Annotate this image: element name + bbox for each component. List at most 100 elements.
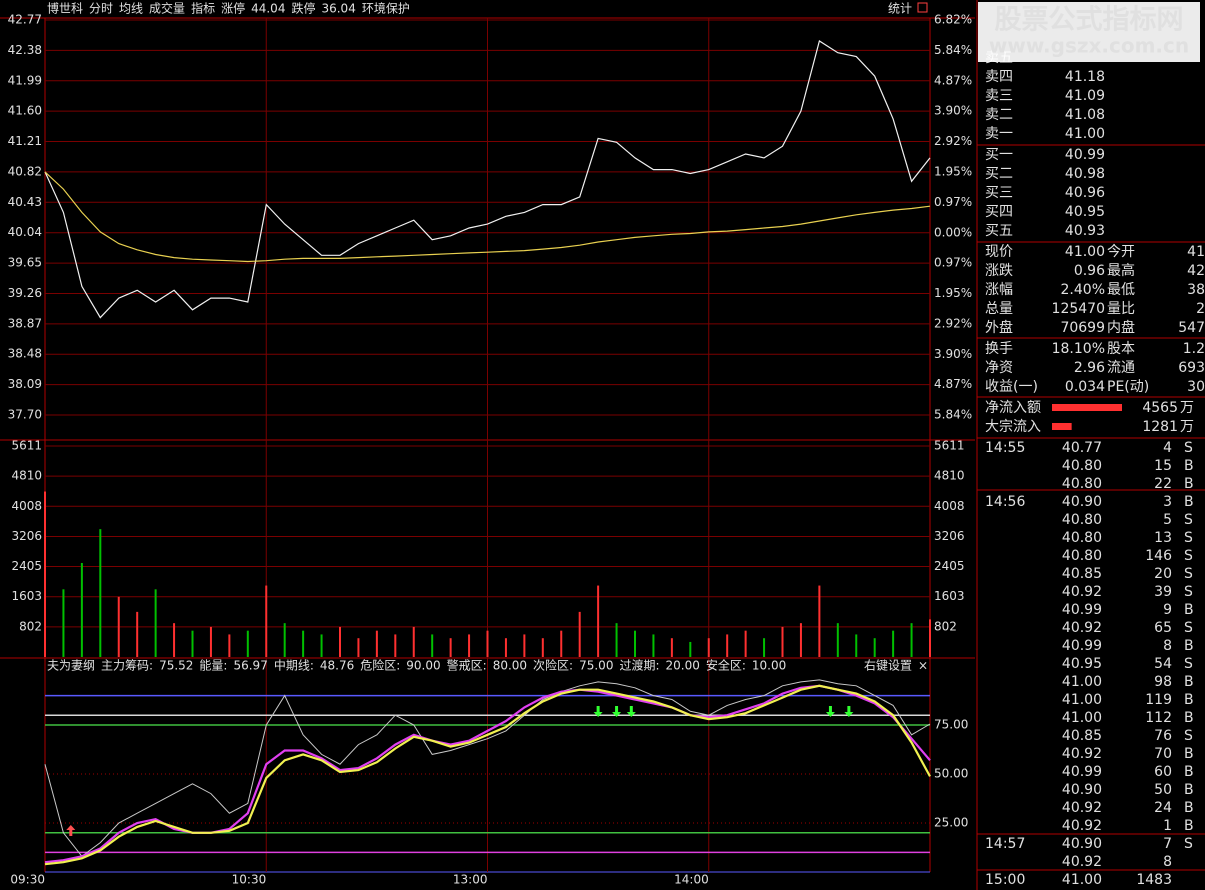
trade-volume: 8 (1163, 854, 1172, 870)
trade-price: 40.80 (1062, 458, 1102, 474)
readout-value: 48.76 (320, 659, 354, 673)
volume-bar (173, 623, 176, 657)
x-tick-label: 13:00 (453, 873, 488, 887)
field-label: 外盘 (985, 319, 1013, 336)
volume-bar (873, 638, 876, 657)
maximize-button[interactable] (917, 2, 928, 13)
volume-bar (523, 634, 526, 657)
trade-price: 40.80 (1062, 476, 1102, 492)
field-label: 净资 (985, 360, 1013, 376)
series-line (44, 171, 931, 263)
field-label: 总量 (985, 301, 1013, 317)
tab[interactable]: 指标 (191, 1, 215, 16)
stock-name: 博世科 (47, 1, 83, 16)
volume-bar (855, 634, 858, 657)
trade-price: 40.99 (1062, 764, 1102, 780)
trade-price: 40.80 (1062, 512, 1102, 528)
trade-price: 40.92 (1062, 854, 1102, 870)
field-value: 42 (1187, 263, 1205, 279)
sell-signal (626, 706, 636, 717)
field-label: 卖一 (985, 126, 1013, 142)
y2-tick-label: 3.90% (934, 104, 972, 118)
trade-price: 40.92 (1062, 818, 1102, 834)
trade-volume: 54 (1154, 656, 1172, 672)
x-tick-label: 10:30 (232, 873, 267, 887)
volume-bar (707, 638, 710, 657)
level-name: 安全区: (706, 658, 746, 673)
y-tick-label: 1603 (934, 589, 965, 603)
volume-bar (541, 638, 544, 657)
flow-value: 1281 (1142, 419, 1178, 435)
y-tick-label: 40.82 (8, 164, 42, 178)
trade-price: 40.92 (1062, 584, 1102, 600)
trade-price: 41.00 (1062, 710, 1102, 726)
trade-volume: 22 (1154, 476, 1172, 492)
volume-bar (302, 630, 305, 657)
trade-volume: 146 (1145, 548, 1172, 564)
field-label: 涨跌 (985, 263, 1013, 279)
volume-bar (283, 623, 286, 657)
volume-bar (597, 585, 600, 657)
y-tick-label: 41.60 (8, 104, 42, 118)
field-value: 1.2 (1183, 341, 1205, 357)
flow-bar (1052, 423, 1072, 430)
field-label: 买一 (985, 147, 1013, 163)
trade-volume: 20 (1154, 566, 1172, 582)
tab[interactable]: 均线 (119, 2, 143, 16)
trade-side: S (1184, 440, 1193, 456)
watermark-box (978, 2, 1200, 62)
y-tick-label: 4810 (934, 469, 965, 483)
y-tick-label: 50.00 (934, 767, 968, 781)
trade-volume: 1 (1163, 818, 1172, 834)
trade-price: 41.00 (1062, 692, 1102, 708)
volume-bar (339, 626, 341, 657)
y-tick-label: 4008 (934, 499, 965, 513)
y-tick-label: 3206 (11, 529, 42, 543)
close-button[interactable]: × (918, 659, 928, 673)
field-label: 涨幅 (985, 282, 1013, 298)
limit-up: 44.04 (251, 2, 285, 16)
trade-side: B (1184, 494, 1194, 510)
volume-bar (781, 626, 784, 657)
series-line (44, 40, 931, 319)
field-label: 买二 (985, 166, 1013, 182)
label: 跌停 (291, 1, 315, 16)
readout-value: 56.97 (233, 659, 267, 673)
field-value: 0.034 (1065, 379, 1105, 395)
trade-side: B (1184, 674, 1194, 690)
sell-signal (844, 706, 854, 717)
field-label: 量比 (1107, 301, 1135, 317)
tab[interactable]: 分时 (89, 2, 113, 16)
trade-volume: 60 (1154, 764, 1172, 780)
sell-signal (612, 706, 622, 717)
tab[interactable]: 成交量 (149, 1, 185, 16)
y2-tick-label: 5.84% (934, 43, 972, 57)
volume-bar (394, 634, 397, 657)
y-tick-label: 4008 (11, 499, 42, 513)
y2-tick-label: 2.92% (934, 316, 972, 330)
y2-tick-label: 1.95% (934, 164, 972, 178)
settings-button[interactable]: 右键设置 (864, 658, 912, 673)
trade-volume: 8 (1163, 638, 1172, 654)
volume-bar (449, 638, 452, 657)
trade-volume: 65 (1154, 620, 1172, 636)
volume-bar (357, 638, 360, 657)
volume-bar (818, 585, 821, 657)
trade-time: 14:55 (985, 440, 1025, 456)
stats-button[interactable]: 统计 (888, 2, 912, 16)
sector: 环境保护 (362, 1, 410, 16)
level-value: 10.00 (752, 659, 786, 673)
field-label: 换手 (985, 340, 1013, 357)
readout-name: 主力筹码: (101, 659, 153, 673)
trade-volume: 15 (1154, 458, 1172, 474)
y-tick-label: 5611 (934, 439, 965, 453)
field-value: 2.40% (1061, 282, 1105, 298)
volume-bar (99, 529, 102, 657)
field-value: 125470 (1052, 301, 1105, 317)
volume-bar (910, 623, 913, 657)
trade-side: S (1184, 620, 1193, 636)
volume-bar (652, 634, 655, 657)
y-tick-label: 75.00 (934, 718, 968, 732)
trade-price: 40.92 (1062, 746, 1102, 762)
